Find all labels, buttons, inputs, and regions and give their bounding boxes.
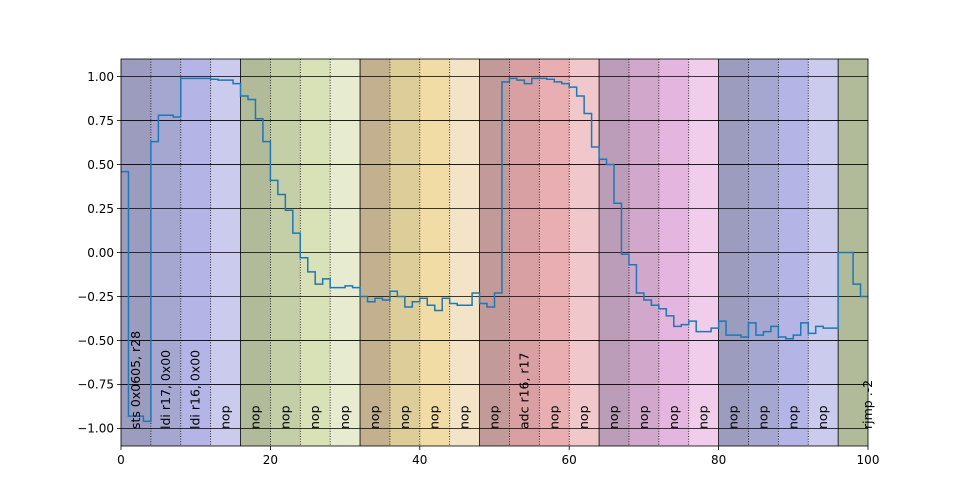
instruction-label-16: nop [606, 405, 621, 429]
instruction-label-13: adc r16, r17 [516, 353, 531, 429]
instruction-label-1: ldi r17, 0x00 [158, 350, 173, 429]
x-tick-label-2: 40 [412, 453, 427, 467]
instruction-label-6: nop [307, 405, 322, 429]
instruction-label-24: rjmp .-2 [860, 380, 875, 429]
instruction-label-10: nop [427, 405, 442, 429]
instruction-labels: sts 0x0605, r28 ldi r17, 0x00 ldi r16, 0x0… [128, 331, 875, 429]
instruction-label-20: nop [726, 405, 741, 429]
x-tick-label-3: 60 [562, 453, 577, 467]
y-tick-label-7: 0.75 [87, 114, 114, 128]
y-tick-label-8: 1.00 [87, 70, 114, 84]
y-tick-label-0: −1.00 [77, 422, 114, 436]
instruction-label-4: nop [248, 405, 263, 429]
y-tick-label-4: 0.00 [87, 246, 114, 260]
instruction-label-19: nop [696, 405, 711, 429]
instruction-label-14: nop [546, 405, 561, 429]
y-axis: −1.00 −0.75 −0.50 −0.25 0.00 0.25 0.50 0.75 1.00 [77, 70, 121, 436]
horizontal-gridlines [121, 76, 868, 429]
x-tick-label-5: 100 [857, 453, 880, 467]
instruction-label-12: nop [487, 405, 502, 429]
instruction-label-5: nop [277, 405, 292, 429]
y-tick-label-5: 0.25 [87, 202, 114, 216]
instruction-label-18: nop [666, 405, 681, 429]
instruction-label-3: nop [218, 405, 233, 429]
instruction-label-15: nop [576, 405, 591, 429]
instruction-label-7: nop [337, 405, 352, 429]
y-tick-label-1: −0.75 [77, 378, 114, 392]
x-tick-label-4: 80 [711, 453, 726, 467]
instruction-label-8: nop [367, 405, 382, 429]
series-line-0 [121, 77, 868, 423]
instruction-label-11: nop [457, 405, 472, 429]
instruction-label-2: ldi r16, 0x00 [188, 350, 203, 429]
instruction-label-21: nop [755, 405, 770, 429]
y-tick-label-2: −0.50 [77, 334, 114, 348]
y-tick-label-6: 0.50 [87, 158, 114, 172]
instruction-label-22: nop [785, 405, 800, 429]
y-tick-label-3: −0.25 [77, 290, 114, 304]
band-separators [150, 59, 839, 446]
instruction-label-0: sts 0x0605, r28 [128, 331, 143, 429]
trace-series [121, 77, 868, 423]
instruction-label-17: nop [636, 405, 651, 429]
x-tick-label-0: 0 [117, 453, 125, 467]
x-axis: 0 20 40 60 80 100 [117, 446, 879, 467]
instruction-label-23: nop [815, 405, 830, 429]
x-tick-label-1: 20 [263, 453, 278, 467]
instruction-label-9: nop [397, 405, 412, 429]
